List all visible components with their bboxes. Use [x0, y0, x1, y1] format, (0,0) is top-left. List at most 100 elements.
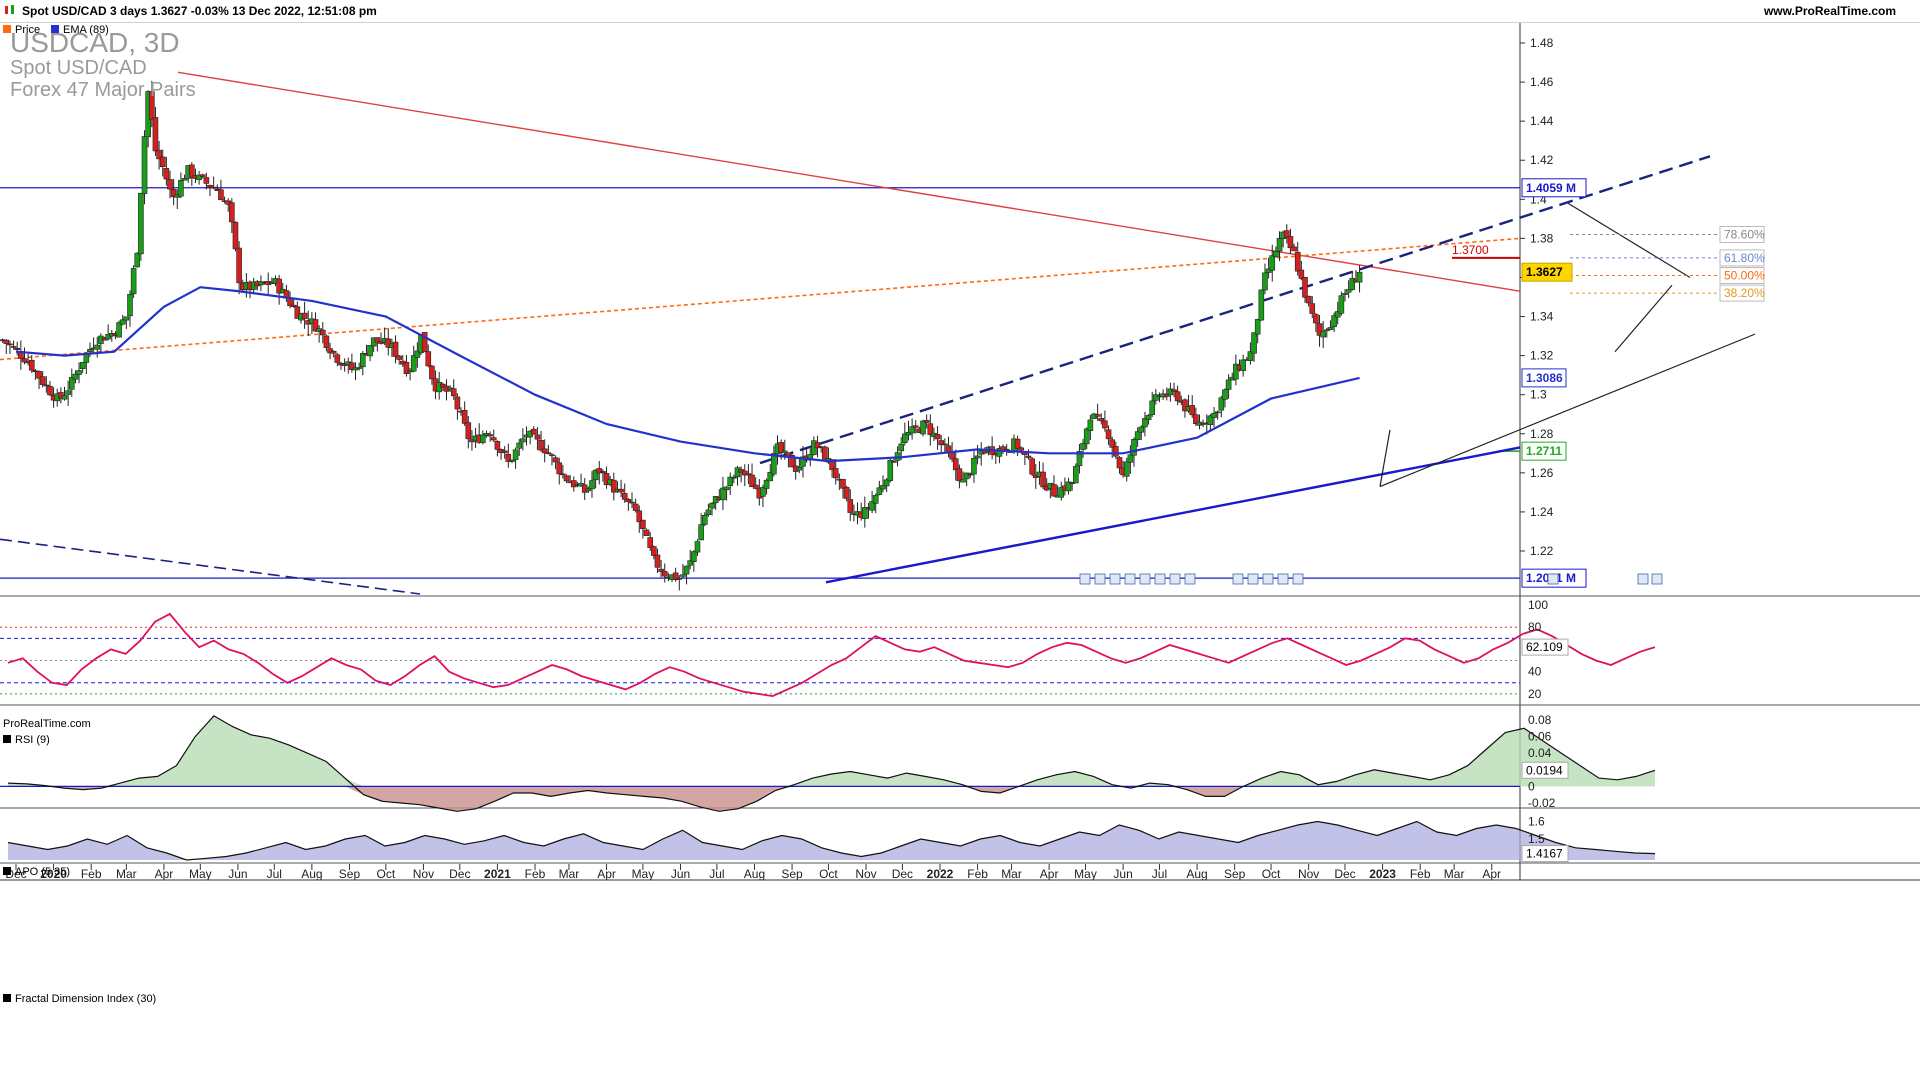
candle-body — [596, 468, 603, 474]
event-marker[interactable] — [1184, 573, 1196, 585]
apo-value: 0.0194 — [1526, 763, 1563, 777]
fib-label-box — [1719, 267, 1765, 285]
x-tick-label: Aug — [744, 867, 765, 881]
fib-label-box — [1719, 249, 1765, 267]
candle-body — [672, 572, 679, 581]
candle-body — [1094, 414, 1101, 417]
rsi-tick-label: 20 — [1528, 687, 1542, 701]
candle-body — [1207, 415, 1214, 425]
candle-body — [138, 192, 144, 255]
price-tick-label: 1.46 — [1530, 75, 1554, 89]
candle-body — [290, 304, 297, 307]
fib-label: 61.80% — [1724, 251, 1765, 265]
candle-body — [1127, 454, 1134, 463]
fdi-area — [8, 821, 1655, 860]
price-tick-label: 1.28 — [1530, 427, 1554, 441]
candle-body — [1258, 289, 1265, 321]
x-tick-label: Dec — [892, 867, 913, 881]
candle-body — [87, 349, 93, 353]
x-tick-label: Jun — [1113, 867, 1132, 881]
event-marker[interactable] — [1232, 573, 1244, 585]
candle-body — [592, 469, 599, 481]
candle-body — [509, 459, 515, 462]
candle-body — [967, 473, 974, 476]
chart-icon — [5, 5, 14, 14]
candle-body — [1276, 238, 1283, 252]
event-marker[interactable] — [1262, 573, 1274, 585]
green-level-label: 1.2711 — [1526, 444, 1562, 458]
event-marker[interactable] — [1094, 573, 1106, 585]
candle-body — [698, 524, 704, 541]
candle-body — [905, 432, 912, 436]
candle-body — [294, 306, 301, 319]
rsi-tick-label: 40 — [1528, 665, 1542, 679]
event-marker[interactable] — [1169, 573, 1181, 585]
event-marker[interactable] — [1139, 573, 1151, 585]
apo-tick-label: 0 — [1528, 779, 1535, 793]
candle-body — [760, 487, 766, 497]
candle-body — [723, 486, 730, 491]
x-tick-label: 2020 — [40, 867, 67, 881]
candle-body — [1349, 277, 1356, 290]
candle-body — [236, 247, 242, 284]
candle-body — [727, 476, 734, 486]
candle-body — [1051, 484, 1057, 497]
candle-body — [745, 473, 752, 476]
candle-body — [1080, 442, 1086, 450]
event-marker[interactable] — [1292, 573, 1304, 585]
candle-body — [1294, 251, 1301, 272]
event-marker[interactable] — [1109, 573, 1121, 585]
candle-body — [159, 156, 166, 167]
candle-body — [570, 480, 577, 488]
candle-body — [181, 178, 188, 181]
candle-body — [68, 377, 75, 390]
candle-body — [367, 345, 373, 357]
candle-body — [178, 180, 184, 197]
candle-body — [1073, 466, 1079, 484]
candle-body — [869, 501, 875, 511]
candle-body — [1316, 323, 1323, 336]
candle-body — [520, 438, 526, 443]
event-marker[interactable] — [1547, 573, 1559, 585]
event-marker[interactable] — [1247, 573, 1259, 585]
x-tick-label: May — [1074, 867, 1097, 881]
event-marker[interactable] — [1079, 573, 1091, 585]
candle-body — [1134, 431, 1141, 440]
rsi-line — [7, 612, 1656, 698]
candle-body — [556, 462, 563, 475]
site-url[interactable]: www.ProRealTime.com — [1763, 4, 1896, 18]
candle-body — [167, 179, 173, 190]
candle-body — [465, 422, 472, 440]
candle-body — [552, 457, 559, 463]
candle-body — [1065, 481, 1072, 492]
candle-body — [1265, 268, 1272, 273]
event-marker[interactable] — [1124, 573, 1136, 585]
candle-body — [429, 365, 435, 380]
candle-body — [1076, 451, 1083, 467]
candles — [0, 80, 1363, 591]
rsi-tick-label: 100 — [1528, 598, 1548, 612]
candle-body — [480, 434, 486, 444]
candle-body — [694, 541, 701, 553]
candle-body — [1225, 379, 1232, 390]
event-marker[interactable] — [1277, 573, 1289, 585]
navy-dashed-channel — [759, 155, 1711, 465]
candle-body — [741, 470, 748, 476]
candle-body — [210, 186, 217, 189]
candle-body — [640, 519, 646, 530]
candle-body — [1291, 246, 1297, 252]
candle-body — [149, 91, 155, 120]
event-marker[interactable] — [1637, 573, 1649, 585]
candle-body — [927, 423, 934, 435]
price-tick-label: 1.34 — [1530, 310, 1554, 324]
candle-body — [898, 443, 904, 452]
candle-body — [942, 443, 948, 446]
x-tick-label: Dec — [1334, 867, 1355, 881]
price-legend-swatch — [3, 25, 11, 33]
event-marker[interactable] — [1651, 573, 1663, 585]
candle-body — [680, 574, 686, 577]
price-tick-label: 1.48 — [1530, 36, 1554, 50]
event-marker[interactable] — [1154, 573, 1166, 585]
rsi-panel: 1008060402062.109 — [0, 598, 1656, 701]
